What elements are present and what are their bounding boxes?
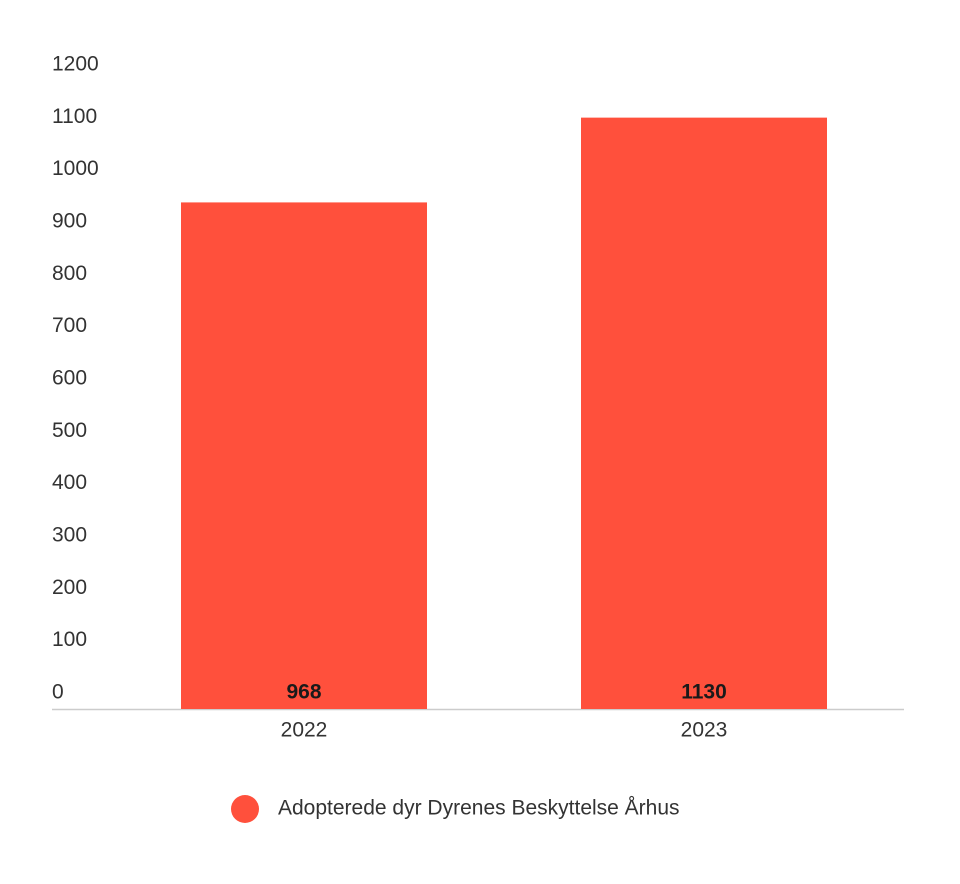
y-tick-label: 0 [52,681,64,704]
y-tick-label: 500 [52,419,87,442]
y-tick-label: 300 [52,524,87,547]
legend-swatch [231,795,259,823]
value-label: 1130 [681,681,727,704]
bar [581,117,827,710]
y-tick-label: 200 [52,576,87,599]
y-tick-label: 600 [52,367,87,390]
y-tick-label: 1100 [52,105,97,128]
x-tick-label: 2023 [681,719,728,742]
y-tick-label: 1000 [52,157,99,180]
y-tick-label: 100 [52,628,87,651]
y-tick-label: 900 [52,210,87,233]
y-tick-label: 400 [52,471,87,494]
y-tick-label: 800 [52,262,87,285]
y-tick-label: 700 [52,314,87,337]
x-tick-label: 2022 [281,719,328,742]
bar [181,202,427,709]
y-tick-label: 1200 [52,53,99,76]
legend-label: Adopterede dyr Dyrenes Beskyttelse Århus [278,797,680,820]
value-label: 968 [286,681,321,704]
